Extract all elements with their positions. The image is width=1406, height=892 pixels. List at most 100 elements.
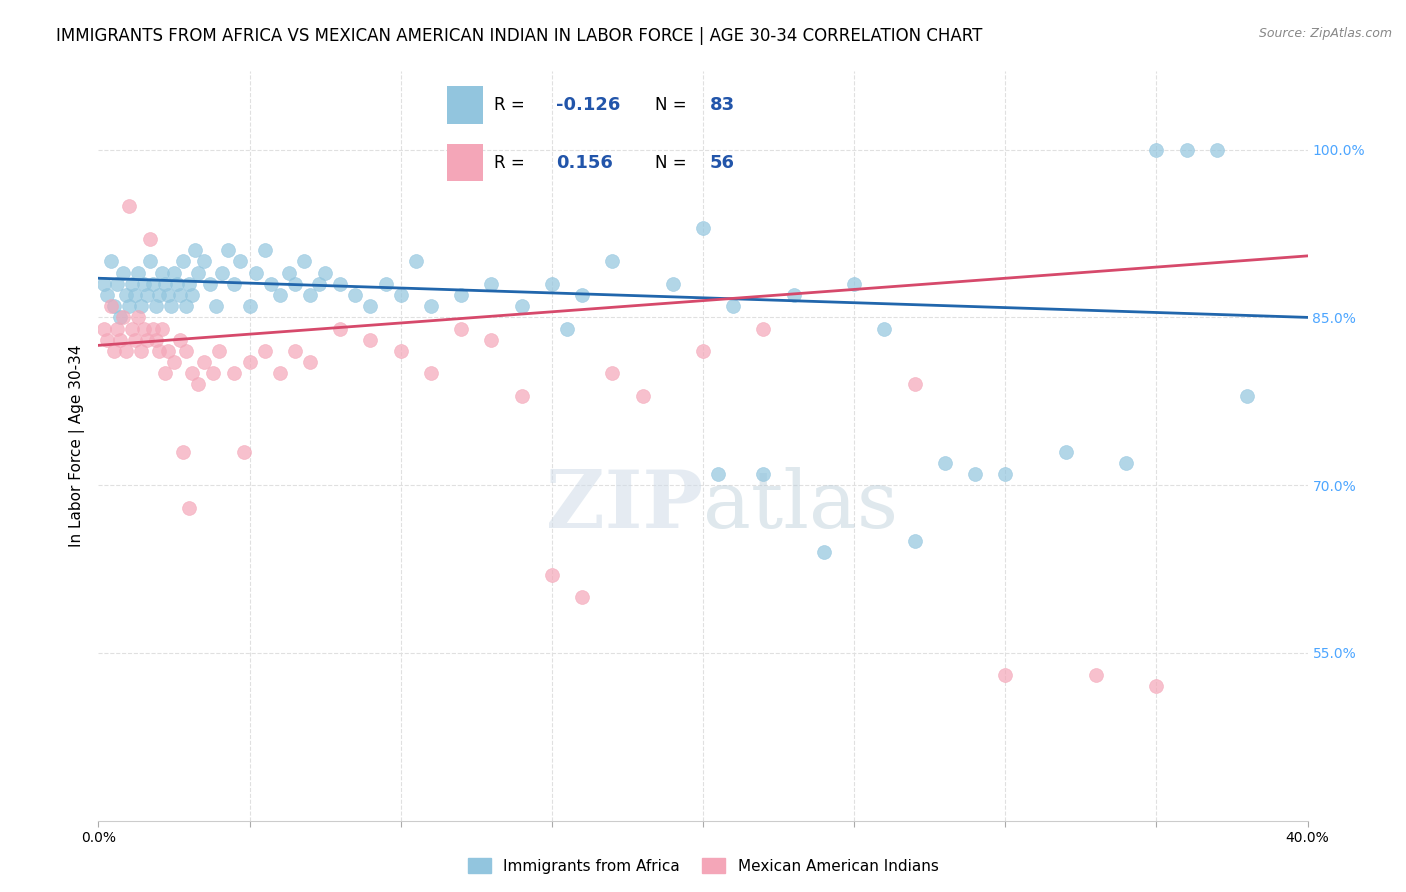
Point <box>100 299 122 313</box>
Point <box>108 310 131 325</box>
Point <box>224 367 246 381</box>
Point <box>193 355 215 369</box>
Point <box>208 343 231 358</box>
Point <box>1206 143 1229 157</box>
Point <box>179 277 201 291</box>
Point <box>253 343 276 358</box>
Point <box>202 367 225 381</box>
Point <box>299 355 322 369</box>
Point <box>1175 143 1198 157</box>
Point <box>118 299 141 313</box>
Point <box>450 288 472 302</box>
Point <box>481 277 503 291</box>
Point <box>292 254 315 268</box>
Point <box>211 266 233 280</box>
Point <box>571 288 593 302</box>
Point <box>205 299 228 313</box>
Point <box>253 244 276 258</box>
Point <box>1054 444 1077 458</box>
Point <box>571 590 593 604</box>
Point <box>420 367 443 381</box>
Point <box>813 545 835 559</box>
Point <box>148 343 170 358</box>
Text: Source: ZipAtlas.com: Source: ZipAtlas.com <box>1258 27 1392 40</box>
Point <box>692 343 714 358</box>
Point <box>844 277 866 291</box>
Text: N =: N = <box>655 96 686 114</box>
Point <box>103 343 125 358</box>
Point <box>602 254 624 268</box>
Point <box>631 389 654 403</box>
Point <box>389 343 412 358</box>
Point <box>360 333 382 347</box>
Point <box>661 277 683 291</box>
Point <box>994 668 1017 682</box>
Point <box>145 333 167 347</box>
Point <box>108 333 131 347</box>
Point <box>783 288 806 302</box>
Text: -0.126: -0.126 <box>557 96 621 114</box>
Point <box>174 343 197 358</box>
Point <box>420 299 443 313</box>
Point <box>100 254 122 268</box>
Point <box>269 288 291 302</box>
Point <box>114 288 136 302</box>
Point <box>450 321 472 335</box>
Point <box>540 277 562 291</box>
Point <box>93 277 115 291</box>
Point <box>163 355 186 369</box>
Point <box>153 367 176 381</box>
Point <box>540 567 562 582</box>
Text: 56: 56 <box>710 153 735 171</box>
Point <box>172 444 194 458</box>
Point <box>181 367 204 381</box>
Point <box>200 277 222 291</box>
Point <box>184 244 207 258</box>
Point <box>135 288 157 302</box>
Point <box>510 299 533 313</box>
Point <box>169 288 191 302</box>
Text: ZIP: ZIP <box>546 467 703 545</box>
Point <box>96 288 118 302</box>
Point <box>153 277 176 291</box>
Point <box>229 254 252 268</box>
Point <box>132 321 155 335</box>
Point <box>374 277 396 291</box>
Point <box>121 277 143 291</box>
Point <box>166 277 188 291</box>
Point <box>187 377 209 392</box>
Point <box>239 355 262 369</box>
Point <box>360 299 382 313</box>
Point <box>965 467 987 481</box>
Point <box>314 266 336 280</box>
Point <box>232 444 254 458</box>
Point <box>510 389 533 403</box>
Point <box>752 321 775 335</box>
Point <box>156 343 179 358</box>
Point <box>692 221 714 235</box>
Point <box>224 277 246 291</box>
Point <box>129 299 152 313</box>
Point <box>873 321 896 335</box>
Point <box>277 266 299 280</box>
Point <box>156 288 179 302</box>
Point <box>93 321 115 335</box>
Text: R =: R = <box>495 96 524 114</box>
Point <box>145 299 167 313</box>
Point <box>129 343 152 358</box>
Point <box>111 310 134 325</box>
Point <box>269 367 291 381</box>
Point <box>555 321 578 335</box>
Point <box>904 534 927 549</box>
Point <box>1115 456 1137 470</box>
Point <box>329 321 352 335</box>
Point <box>114 343 136 358</box>
Point <box>135 333 157 347</box>
Point <box>602 367 624 381</box>
Point <box>707 467 730 481</box>
Point <box>142 277 165 291</box>
Point <box>1236 389 1258 403</box>
Text: N =: N = <box>655 153 686 171</box>
Point <box>193 254 215 268</box>
Point <box>239 299 262 313</box>
